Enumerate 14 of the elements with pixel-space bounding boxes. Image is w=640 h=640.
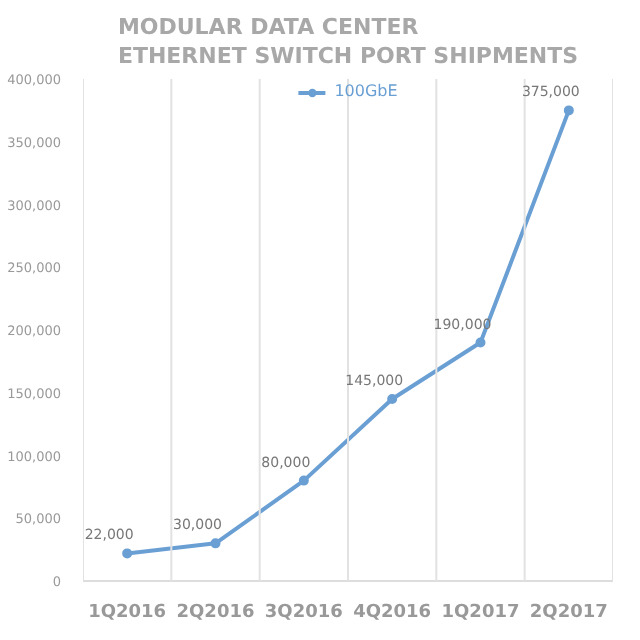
x-tick-label: 1Q2016 — [88, 603, 167, 623]
x-tick-label: 4Q2016 — [353, 603, 432, 623]
point — [298, 475, 309, 486]
legend-label: 100GbE — [334, 82, 398, 100]
point — [387, 394, 398, 405]
x-tick-label: 2Q2016 — [176, 603, 255, 623]
chart-title: MODULAR DATA CENTER ETHERNET SWITCH PORT SHIPMENTS — [117, 14, 579, 69]
point — [563, 105, 574, 116]
point — [122, 548, 133, 559]
x-tick-label: 3Q2016 — [264, 603, 343, 623]
x-tick-label: 2Q2017 — [529, 603, 608, 623]
point — [475, 337, 486, 348]
x-tick-label: 1Q2017 — [441, 603, 520, 623]
point — [210, 538, 221, 549]
